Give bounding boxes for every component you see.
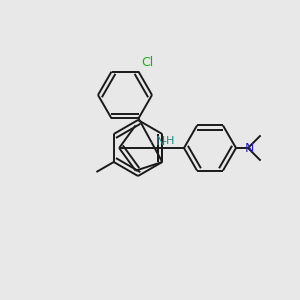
Text: N: N — [244, 142, 254, 154]
Text: N: N — [156, 135, 165, 148]
Text: Cl: Cl — [142, 56, 154, 69]
Text: -H: -H — [163, 136, 175, 146]
